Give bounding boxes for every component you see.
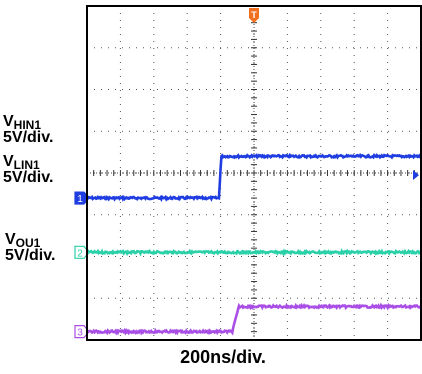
vou1-label-main: V [5,231,16,248]
trigger-marker: T [249,8,259,23]
trace-vou1 [86,302,422,336]
waveform-traces [86,152,422,336]
x-axis-label: 200ns/div. [0,347,422,368]
vou1-label: VOU1 5V/div. [5,232,55,264]
vou1-label-sub: OU1 [15,236,41,250]
grid [86,5,422,341]
channel-marker-number: 2 [77,248,83,259]
channel-marker-number: 1 [77,194,83,205]
level-marker-right [413,170,419,181]
channel-marker-number: 3 [77,328,83,339]
trace-vhin1 [86,152,422,203]
vhin1-label-main: V [3,113,14,130]
vou1-scale: 5V/div. [5,247,56,264]
plot-frame [86,5,422,341]
vlin1-label-sub: LIN1 [13,158,40,172]
x-axis-label-text: 200ns/div. [180,347,266,367]
vhin1-label-sub: HIN1 [13,118,42,132]
trigger-marker-shape [249,8,259,23]
vlin1-scale: 5V/div. [3,169,54,186]
vlin1-label: VLIN1 5V/div. [3,154,53,186]
vhin1-label: VHIN1 5V/div. [3,114,53,146]
vlin1-label-main: V [3,153,14,170]
vhin1-scale: 5V/div. [3,129,54,146]
trigger-marker-label: T [251,10,257,20]
trace-vlin1 [86,248,422,257]
